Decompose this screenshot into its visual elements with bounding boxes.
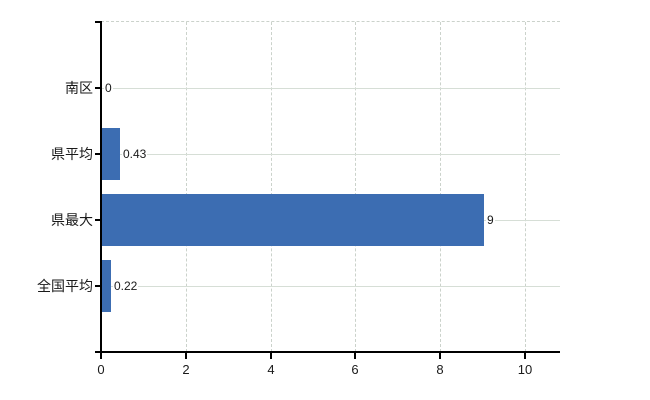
x-tick-label: 10 [517,362,533,377]
x-axis-tick [100,353,102,359]
y-axis-tick [95,21,101,23]
x-axis-tick [270,353,272,359]
y-axis-tick [95,87,101,89]
bar [102,194,484,246]
category-label: 全国平均 [37,278,93,294]
category-gridline [101,286,560,287]
y-axis-tick [95,351,101,353]
bar [102,260,111,312]
x-tick-label: 6 [351,362,359,377]
x-axis-tick [354,353,356,359]
vertical-gridline [355,22,356,352]
vertical-gridline [271,22,272,352]
category-gridline [101,154,560,155]
vertical-gridline [525,22,526,352]
bar [102,128,120,180]
y-axis-tick [95,285,101,287]
vertical-gridline [440,22,441,352]
x-tick-label: 8 [436,362,444,377]
value-label: 0 [104,80,113,96]
value-label: 9 [486,212,495,228]
y-axis-line [100,21,102,353]
x-tick-label: 4 [267,362,275,377]
x-axis-tick [524,353,526,359]
y-axis-tick [95,153,101,155]
x-axis-line [100,351,560,353]
category-label: 県最大 [51,212,93,228]
value-label: 0.43 [122,146,148,162]
category-gridline [101,88,560,89]
y-axis-tick [95,219,101,221]
x-axis-tick [439,353,441,359]
plot-top-border [101,21,560,22]
vertical-gridline [186,22,187,352]
category-label: 県平均 [51,146,93,162]
x-tick-label: 2 [182,362,190,377]
x-axis-tick [185,353,187,359]
category-label: 南区 [65,80,93,96]
value-label: 0.22 [113,278,139,294]
x-tick-label: 0 [97,362,105,377]
